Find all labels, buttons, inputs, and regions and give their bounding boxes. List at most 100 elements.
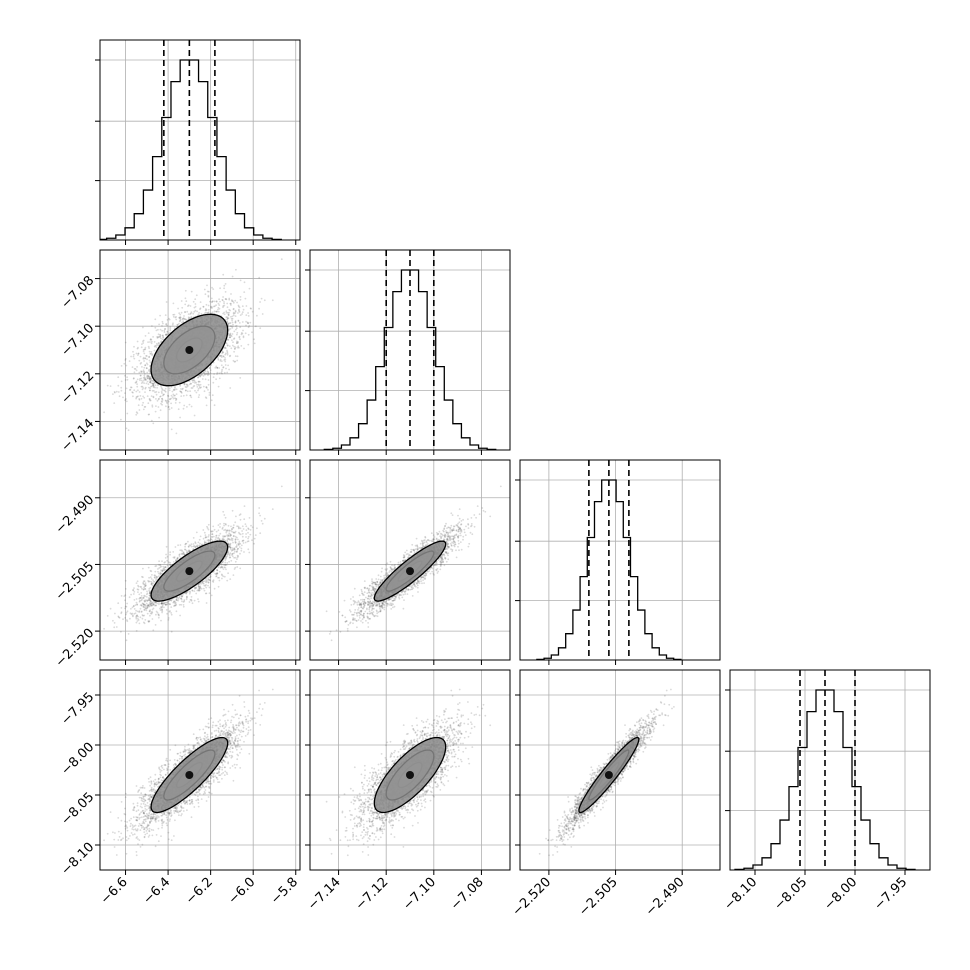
sample-point <box>154 570 157 573</box>
sample-point <box>137 395 139 398</box>
sample-point <box>135 413 138 416</box>
sample-point <box>226 352 229 355</box>
sample-point <box>223 301 225 303</box>
sample-point <box>184 548 186 551</box>
sample-point <box>218 372 221 375</box>
sample-point <box>142 387 145 389</box>
sample-point <box>225 568 227 571</box>
sample-point <box>114 391 116 394</box>
sample-point <box>137 588 140 591</box>
sample-point <box>232 307 235 310</box>
sample-point <box>148 599 150 601</box>
sample-point <box>186 384 189 387</box>
sample-point <box>148 350 151 353</box>
sample-point <box>192 537 195 539</box>
sample-point <box>216 371 219 374</box>
sample-point <box>234 321 237 323</box>
sample-point <box>155 344 158 347</box>
sample-point <box>223 313 226 316</box>
sample-point <box>205 372 207 375</box>
sample-point <box>204 541 206 544</box>
sample-point <box>205 581 208 584</box>
sample-point <box>218 367 221 369</box>
sample-point <box>183 382 186 385</box>
sample-point <box>253 338 255 341</box>
sample-point <box>184 386 187 388</box>
sample-point <box>112 393 114 395</box>
sample-point <box>206 284 208 287</box>
scatter-layer <box>103 258 283 435</box>
sample-point <box>159 573 162 576</box>
sample-point <box>124 399 127 402</box>
sample-point <box>155 391 158 393</box>
sample-point <box>196 545 199 548</box>
sample-point <box>219 287 222 290</box>
sample-point <box>130 613 133 616</box>
sample-point <box>190 405 193 408</box>
sample-point <box>195 592 198 595</box>
sample-point <box>207 541 210 543</box>
sample-point <box>183 600 186 603</box>
sample-point <box>231 321 234 324</box>
sample-point <box>253 342 256 345</box>
sample-point <box>155 613 157 616</box>
sample-point <box>198 589 201 592</box>
sample-point <box>147 620 150 623</box>
sample-point <box>253 542 255 545</box>
sample-point <box>217 385 220 388</box>
sample-point <box>180 392 183 394</box>
sample-point <box>168 561 170 564</box>
sample-point <box>241 311 244 314</box>
sample-point <box>228 560 231 563</box>
sample-point <box>164 327 167 330</box>
sample-point <box>215 300 218 302</box>
sample-point <box>203 288 206 291</box>
sample-point <box>244 541 247 544</box>
sample-point <box>179 390 182 393</box>
sample-point <box>247 315 250 317</box>
sample-point <box>124 599 126 602</box>
sample-point <box>210 399 213 402</box>
sample-point <box>232 535 235 537</box>
sample-point <box>146 376 149 379</box>
sample-point <box>230 335 233 337</box>
sample-point <box>196 310 199 313</box>
sample-point <box>188 383 191 386</box>
sample-point <box>174 397 176 399</box>
sample-point <box>174 388 176 391</box>
sample-point <box>207 539 210 541</box>
sample-point <box>188 549 190 552</box>
sample-point <box>162 568 165 570</box>
sample-point <box>127 429 130 432</box>
sample-point <box>228 553 231 556</box>
sample-point <box>157 336 159 338</box>
sample-point <box>161 399 164 401</box>
sample-point <box>138 398 141 401</box>
sample-point <box>148 605 151 608</box>
sample-point <box>142 576 144 579</box>
sample-point <box>208 586 211 589</box>
sample-point <box>222 568 225 570</box>
sample-point <box>220 562 223 565</box>
sample-point <box>254 325 257 328</box>
sample-point <box>231 275 234 278</box>
sample-point <box>190 599 193 602</box>
sample-point <box>143 608 146 611</box>
sample-point <box>153 382 155 385</box>
sample-point <box>175 596 178 599</box>
sample-point <box>141 343 143 345</box>
sample-point <box>219 354 222 357</box>
sample-point <box>120 365 123 367</box>
sample-point <box>207 383 210 386</box>
sample-point <box>139 374 142 377</box>
sample-point <box>173 557 176 559</box>
sample-point <box>140 346 143 349</box>
sample-point <box>226 344 229 347</box>
sample-point <box>185 394 188 397</box>
sample-point <box>226 349 228 352</box>
sample-point <box>251 331 253 334</box>
sample-point <box>148 347 151 349</box>
sample-point <box>234 309 237 312</box>
sample-point <box>238 532 241 535</box>
sample-point <box>161 602 164 604</box>
